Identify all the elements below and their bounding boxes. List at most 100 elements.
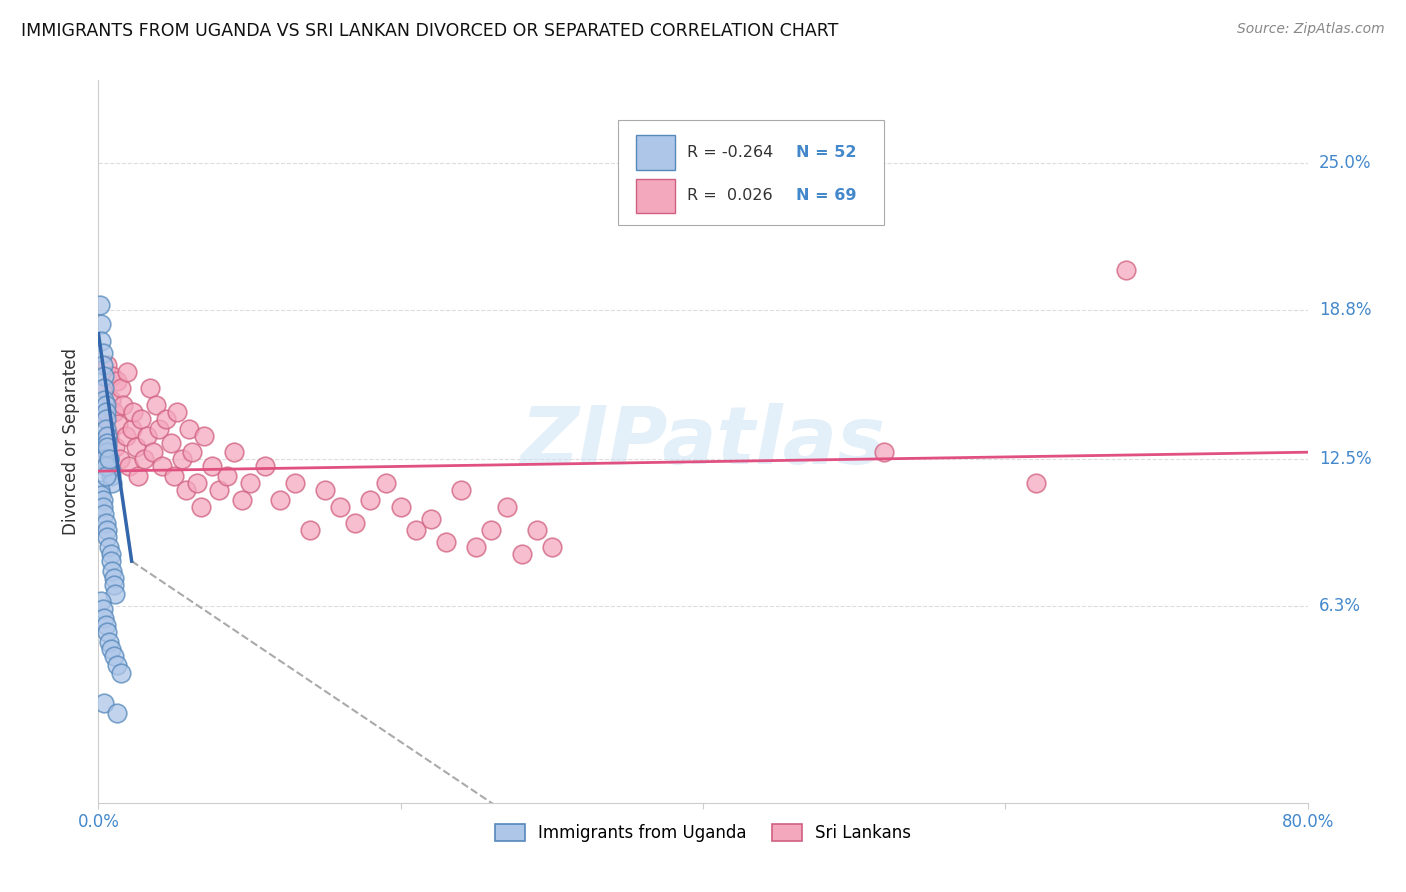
Text: 25.0%: 25.0%	[1319, 154, 1371, 172]
FancyBboxPatch shape	[619, 120, 884, 225]
Point	[155, 412, 177, 426]
Point	[98, 540, 121, 554]
Point	[91, 601, 114, 615]
Point	[105, 706, 128, 720]
Point	[201, 459, 224, 474]
Point	[104, 587, 127, 601]
Point	[224, 445, 246, 459]
Text: R =  0.026: R = 0.026	[688, 188, 773, 203]
Point	[166, 405, 188, 419]
Point	[96, 441, 118, 455]
Point	[98, 634, 121, 648]
Point	[100, 554, 122, 568]
Point	[94, 412, 117, 426]
Point	[127, 469, 149, 483]
Point	[540, 540, 562, 554]
Point	[101, 369, 124, 384]
Point	[91, 345, 114, 359]
Point	[96, 531, 118, 545]
Text: N = 52: N = 52	[796, 145, 856, 160]
Point	[89, 483, 111, 497]
Point	[314, 483, 336, 497]
Point	[94, 412, 117, 426]
Point	[231, 492, 253, 507]
Point	[360, 492, 382, 507]
Point	[148, 421, 170, 435]
Point	[94, 405, 117, 419]
Point	[111, 398, 134, 412]
Point	[163, 469, 186, 483]
Point	[253, 459, 276, 474]
Point	[269, 492, 291, 507]
Point	[96, 445, 118, 459]
Bar	[637, 178, 675, 213]
Text: 12.5%: 12.5%	[1319, 450, 1371, 468]
Point	[110, 665, 132, 680]
Point	[93, 393, 115, 408]
Point	[90, 488, 112, 502]
Legend: Immigrants from Uganda, Sri Lankans: Immigrants from Uganda, Sri Lankans	[488, 817, 918, 848]
Point	[93, 507, 115, 521]
Point	[94, 618, 117, 632]
Point	[110, 381, 132, 395]
Point	[193, 428, 215, 442]
Text: Source: ZipAtlas.com: Source: ZipAtlas.com	[1237, 22, 1385, 37]
Point	[90, 318, 112, 332]
Point	[90, 594, 112, 608]
Point	[114, 428, 136, 442]
Point	[1024, 475, 1046, 490]
Point	[103, 571, 125, 585]
Point	[100, 469, 122, 483]
Text: 18.8%: 18.8%	[1319, 301, 1371, 319]
Text: 6.3%: 6.3%	[1319, 597, 1361, 615]
Point	[129, 412, 152, 426]
Point	[465, 540, 488, 554]
Point	[93, 369, 115, 384]
Point	[90, 334, 112, 348]
Point	[91, 358, 114, 372]
Point	[98, 459, 121, 474]
Point	[179, 421, 201, 435]
Y-axis label: Divorced or Separated: Divorced or Separated	[62, 348, 80, 535]
Point	[510, 547, 533, 561]
Point	[96, 625, 118, 640]
Point	[873, 445, 896, 459]
Point	[103, 648, 125, 663]
Point	[142, 445, 165, 459]
Point	[174, 483, 197, 497]
Point	[299, 524, 322, 538]
Point	[481, 524, 503, 538]
Point	[98, 452, 121, 467]
Point	[215, 469, 238, 483]
Point	[181, 445, 204, 459]
Point	[145, 398, 167, 412]
Point	[96, 358, 118, 372]
Point	[98, 428, 121, 442]
Point	[495, 500, 517, 514]
Point	[96, 524, 118, 538]
Point	[115, 365, 138, 379]
Point	[121, 421, 143, 435]
Point	[101, 564, 124, 578]
Point	[103, 405, 125, 419]
Point	[94, 516, 117, 531]
Point	[190, 500, 212, 514]
Point	[284, 475, 307, 490]
Point	[100, 464, 122, 478]
Point	[118, 459, 141, 474]
Point	[105, 658, 128, 673]
Text: R = -0.264: R = -0.264	[688, 145, 773, 160]
Point	[101, 475, 124, 490]
Point	[96, 435, 118, 450]
Point	[94, 469, 117, 483]
Point	[100, 641, 122, 656]
Point	[389, 500, 412, 514]
Point	[450, 483, 472, 497]
Point	[89, 298, 111, 312]
Point	[93, 381, 115, 395]
Point	[107, 417, 129, 431]
Point	[100, 547, 122, 561]
Point	[91, 492, 114, 507]
Point	[139, 381, 162, 395]
Point	[135, 428, 157, 442]
